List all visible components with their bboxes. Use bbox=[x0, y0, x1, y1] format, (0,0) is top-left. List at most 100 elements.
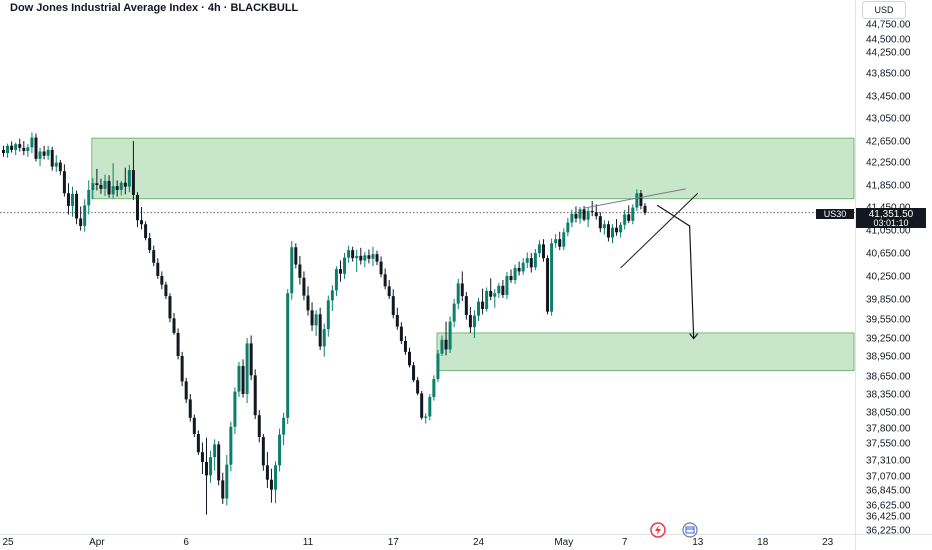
candle-body bbox=[253, 375, 257, 416]
candle-body bbox=[103, 180, 107, 189]
candle-body bbox=[265, 465, 269, 480]
candle bbox=[643, 203, 647, 216]
candle-body bbox=[176, 332, 180, 356]
candle-body bbox=[140, 220, 144, 225]
candle-body bbox=[95, 183, 99, 185]
candle bbox=[10, 141, 14, 153]
currency-selector[interactable]: USD bbox=[862, 1, 906, 19]
candle-body bbox=[2, 149, 5, 154]
candle bbox=[497, 282, 501, 298]
candle bbox=[229, 421, 233, 472]
candle bbox=[420, 391, 424, 420]
candle bbox=[221, 472, 225, 504]
candle-body bbox=[160, 276, 164, 285]
wedge-upper-line[interactable] bbox=[583, 188, 686, 209]
symbol-label-box bbox=[816, 209, 854, 219]
wedge-lower-line[interactable] bbox=[620, 192, 699, 269]
candle bbox=[428, 394, 432, 421]
calendar-icon[interactable] bbox=[682, 522, 698, 538]
candle-body bbox=[245, 343, 249, 394]
candle bbox=[176, 328, 180, 360]
candle bbox=[399, 322, 403, 344]
candle-body bbox=[290, 247, 294, 294]
candle bbox=[18, 138, 22, 152]
candle-body bbox=[590, 211, 594, 213]
candle-body bbox=[558, 239, 562, 247]
candle-body bbox=[257, 415, 261, 437]
candle-body bbox=[278, 434, 282, 466]
candle-body bbox=[225, 464, 229, 499]
candle bbox=[448, 316, 452, 353]
candle-body bbox=[318, 314, 322, 347]
candle-body bbox=[180, 356, 184, 382]
projection-arrow[interactable] bbox=[656, 204, 695, 339]
candle-body bbox=[541, 244, 545, 259]
candle-body bbox=[566, 222, 570, 233]
candle bbox=[619, 221, 623, 238]
candle bbox=[209, 450, 213, 483]
candle bbox=[71, 186, 75, 217]
candle-body bbox=[131, 170, 135, 195]
candle-body bbox=[233, 391, 237, 427]
candle bbox=[294, 243, 298, 269]
candle-body bbox=[30, 137, 34, 148]
candle-body bbox=[66, 193, 70, 206]
candle-body bbox=[286, 293, 290, 418]
candle bbox=[103, 174, 107, 196]
candle bbox=[355, 249, 359, 272]
candle bbox=[363, 251, 367, 268]
candle-body bbox=[237, 366, 241, 392]
candle-body bbox=[627, 214, 631, 221]
candle bbox=[562, 228, 566, 251]
candle-body bbox=[501, 285, 505, 295]
chart-title: Dow Jones Industrial Average Index · 4h … bbox=[10, 2, 299, 14]
candle-body bbox=[115, 186, 119, 190]
candle-body bbox=[326, 300, 330, 330]
candle-body bbox=[460, 283, 464, 297]
candle bbox=[481, 288, 485, 315]
price-label: 41,351.50 bbox=[869, 209, 914, 220]
candle-body bbox=[546, 258, 550, 312]
candle-body bbox=[10, 145, 14, 150]
candle bbox=[578, 207, 582, 224]
candle-body bbox=[75, 193, 79, 219]
candle bbox=[14, 142, 18, 156]
candle-body bbox=[574, 213, 578, 219]
candle-body bbox=[221, 480, 225, 499]
candle bbox=[180, 351, 184, 387]
candle-body bbox=[213, 444, 217, 458]
x-tick-label: 11 bbox=[303, 537, 314, 548]
y-tick-label: 36,225.00 bbox=[866, 526, 911, 537]
candle-body bbox=[351, 250, 355, 259]
candle-body bbox=[58, 162, 62, 172]
y-tick-label: 43,850.00 bbox=[866, 69, 911, 80]
supply-zone bbox=[91, 137, 855, 200]
candle-body bbox=[192, 417, 196, 434]
candle bbox=[196, 430, 200, 456]
candle bbox=[367, 249, 371, 264]
candle-body bbox=[79, 218, 83, 226]
lightning-icon[interactable] bbox=[650, 522, 666, 538]
candle-body bbox=[14, 144, 18, 150]
candle bbox=[164, 281, 168, 299]
candle bbox=[274, 461, 278, 504]
price-axis[interactable]: 44,750.00 44,500.00 44,250.00 43,850.00 43,4… bbox=[866, 20, 911, 537]
x-tick-label: 17 bbox=[388, 537, 400, 548]
candle-body bbox=[387, 286, 391, 297]
time-axis[interactable]: 25 Apr 6 11 17 24 May 7 13 18 23 bbox=[2, 537, 833, 548]
x-tick-label: 24 bbox=[473, 537, 485, 548]
candle bbox=[598, 212, 602, 233]
candle-body bbox=[481, 301, 485, 309]
candle-body bbox=[631, 207, 635, 221]
candle bbox=[489, 278, 493, 301]
candle bbox=[30, 132, 34, 154]
candle-body bbox=[521, 262, 525, 272]
candle bbox=[58, 159, 62, 176]
candle-body bbox=[513, 267, 517, 281]
candle-body bbox=[408, 351, 411, 366]
candle bbox=[205, 437, 208, 515]
candle bbox=[334, 266, 338, 297]
candle bbox=[582, 205, 586, 222]
candle-body bbox=[582, 209, 586, 220]
